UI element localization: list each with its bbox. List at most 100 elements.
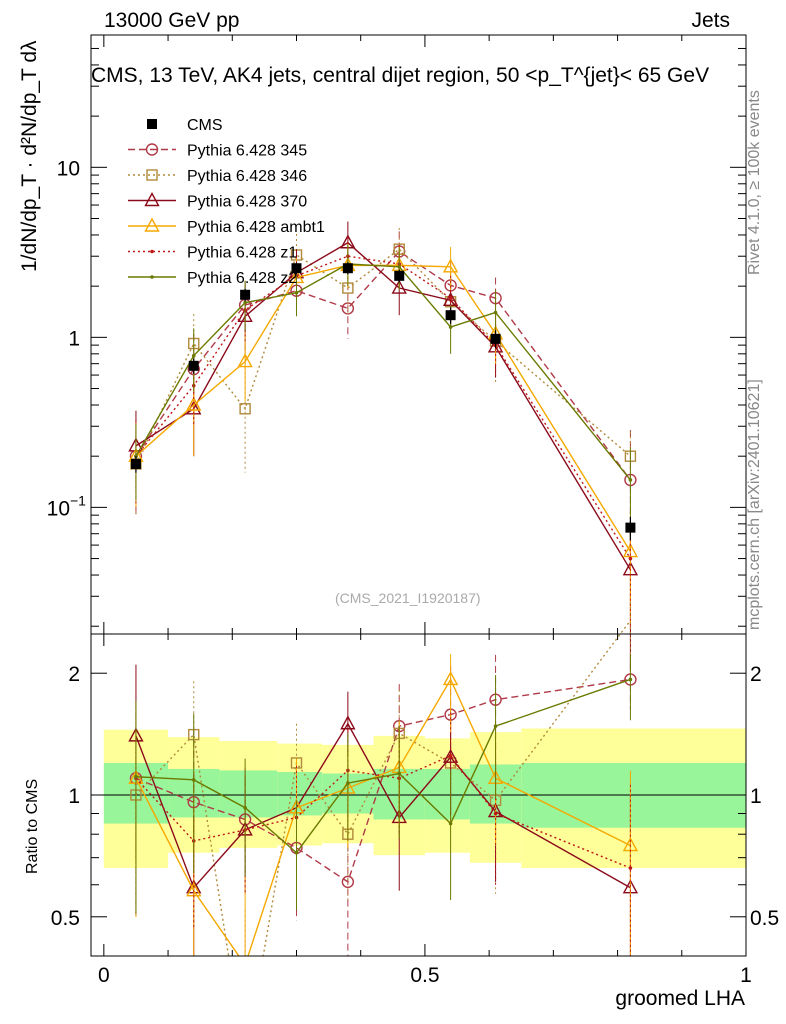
top-mask xyxy=(90,0,747,35)
legend-entry: Pythia 6.428 345 xyxy=(128,143,307,160)
legend-label: CMS xyxy=(187,117,223,134)
ratio-series-line xyxy=(135,678,631,883)
y-tick-label: 10 xyxy=(57,157,80,180)
data-point xyxy=(442,258,459,273)
data-point xyxy=(237,353,253,368)
data-point xyxy=(394,270,405,281)
y-tick-label-exponent: −1 xyxy=(70,492,86,508)
series-line xyxy=(135,255,632,559)
x-tick-label: 0 xyxy=(98,964,110,987)
legend-entry: Pythia 6.428 z2 xyxy=(128,270,297,287)
data-point xyxy=(490,333,501,344)
legend-entry: Pythia 6.428 z1 xyxy=(128,245,297,262)
data-point xyxy=(448,296,453,300)
data-point xyxy=(191,353,196,358)
legend-entry: Pythia 6.428 ambt1 xyxy=(128,217,325,236)
ratio-band-inner xyxy=(424,768,470,820)
ratio-data-point xyxy=(294,850,299,855)
data-point xyxy=(397,264,402,269)
x-tick-label: 1 xyxy=(740,964,752,987)
legend-marker xyxy=(146,169,158,181)
series-line xyxy=(135,264,632,552)
ratio-y-tick-label: 2 xyxy=(68,663,80,686)
data-point xyxy=(628,478,633,482)
ratio-y-tick-label-right: 2 xyxy=(750,663,762,686)
main-y-axis-title: 1/dN/dp_T · d²N/dp_T dλ xyxy=(18,40,41,272)
legend-marker xyxy=(150,249,154,254)
ratio-y-tick-label-right: 0.5 xyxy=(750,907,779,930)
energy-label: 13000 GeV pp xyxy=(104,9,240,32)
data-point xyxy=(188,360,199,371)
bottom-mask xyxy=(90,956,747,1024)
ratio-series-layer xyxy=(128,601,639,1024)
rivet-version-label: Rivet 4.1.0, ≥ 100k events xyxy=(746,90,763,275)
ratio-data-point xyxy=(134,774,138,779)
legend-label: Pythia 6.428 z1 xyxy=(187,245,297,262)
x-axis-title: groomed LHA xyxy=(615,987,745,1010)
ratio-band-inner xyxy=(219,770,278,818)
ratio-data-point xyxy=(442,670,459,686)
ratio-data-point xyxy=(448,821,453,826)
series-pythia-6-428-ambt1 xyxy=(128,243,639,627)
legend-label: Pythia 6.428 346 xyxy=(187,168,307,185)
mcplots-label: mcplots.cern.ch [arXiv:2401.10621] xyxy=(746,379,763,630)
ratio-series-line xyxy=(135,620,631,1024)
legend-entry: Pythia 6.428 370 xyxy=(128,192,307,211)
legend-label: Pythia 6.428 370 xyxy=(187,194,307,211)
data-point xyxy=(622,543,639,558)
ratio-series-pythia-6-428-z2 xyxy=(134,654,633,914)
series-pythia-6-428-z1 xyxy=(134,236,633,627)
legend-marker xyxy=(150,275,154,279)
legend: CMS Pythia 6.428 345 Pythia 6.428 346 Pythi… xyxy=(128,117,325,287)
series-layer xyxy=(128,221,639,672)
data-point xyxy=(625,522,636,533)
plot-subtitle: CMS, 13 TeV, AK4 jets, central dijet reg… xyxy=(91,64,710,87)
ratio-data-point xyxy=(346,781,350,785)
data-point xyxy=(628,556,633,561)
ratio-data-point xyxy=(191,778,196,782)
ratio-band-inner xyxy=(277,771,323,816)
ratio-data-point xyxy=(243,805,247,810)
legend-label: Pythia 6.428 ambt1 xyxy=(187,219,325,236)
category-label: Jets xyxy=(691,9,730,32)
data-point xyxy=(391,279,407,294)
legend-marker xyxy=(144,217,160,232)
legend-marker xyxy=(145,143,159,156)
ratio-y-tick-label: 0.5 xyxy=(51,907,80,930)
ratio-data-point xyxy=(448,753,453,758)
data-point xyxy=(493,310,498,315)
ratio-y-axis-title: Ratio to CMS xyxy=(24,778,41,874)
series-line xyxy=(135,241,632,571)
ratio-data-point xyxy=(340,715,356,730)
data-point xyxy=(239,403,251,415)
data-point xyxy=(448,325,453,329)
ratio-data-point xyxy=(628,677,633,682)
ratio-data-point xyxy=(493,724,498,728)
series-cms xyxy=(130,262,636,541)
ratio-data-point xyxy=(442,748,459,763)
data-point xyxy=(243,300,247,305)
analysis-id: (CMS_2021_I1920187) xyxy=(335,590,481,606)
ratio-data-point xyxy=(341,875,355,889)
series-line xyxy=(135,248,631,465)
ratio-data-point xyxy=(628,866,633,870)
ratio-y-tick-label-right: 1 xyxy=(750,785,762,808)
data-point xyxy=(291,263,302,274)
series-line xyxy=(135,250,631,481)
data-point xyxy=(445,310,456,321)
data-point xyxy=(186,396,202,411)
legend-entry: CMS xyxy=(147,117,223,134)
data-point xyxy=(342,263,353,274)
y-tick-label: 1 xyxy=(68,327,80,350)
data-point xyxy=(294,290,299,295)
y-tick-label: 10 xyxy=(47,497,70,520)
legend-label: Pythia 6.428 345 xyxy=(187,143,307,160)
data-point xyxy=(130,458,141,469)
data-point xyxy=(240,289,251,300)
legend-marker xyxy=(147,119,157,129)
legend-entry: Pythia 6.428 346 xyxy=(128,168,307,185)
legend-label: Pythia 6.428 z2 xyxy=(187,270,297,287)
x-tick-label: 0.5 xyxy=(410,964,439,987)
